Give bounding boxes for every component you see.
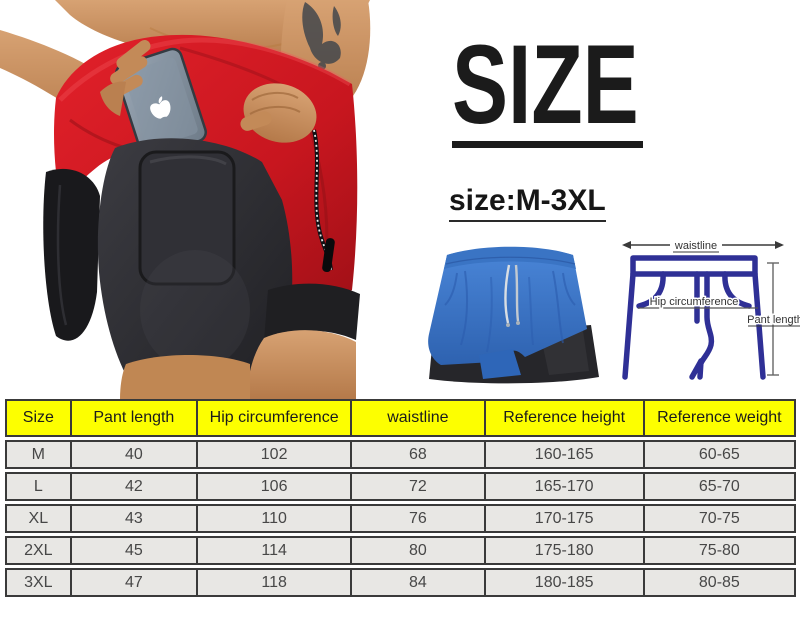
hip-circumference-label: Hip circumference: [650, 296, 739, 308]
left-leg: [120, 355, 250, 399]
table-cell: 2XL: [24, 541, 53, 559]
table-cell: 75-80: [642, 538, 794, 563]
table-cell: 84: [350, 570, 483, 595]
header-cell-ref-weight: Reference weight: [642, 401, 794, 435]
black-hanging-fabric: [43, 168, 100, 341]
waistline-label: waistline: [674, 240, 717, 252]
black-liner-shorts: [97, 138, 293, 399]
header-cell-ref-height: Reference height: [483, 401, 643, 435]
table-cell: 114: [196, 538, 350, 563]
table-row: 2XL 45 114 80 175-180 75-80: [5, 536, 796, 565]
shorts-outline: [622, 255, 766, 380]
right-leg: [246, 283, 360, 399]
title-underline: [452, 141, 643, 148]
size-range-subtitle: size:M-3XL: [449, 186, 606, 222]
table-cell: 47: [69, 570, 196, 595]
table-header-row: Size Pant length Hip circumference waist…: [5, 399, 796, 437]
table-cell: L: [33, 477, 43, 495]
table-cell: 3XL: [24, 573, 53, 591]
pant-length-line: [767, 262, 779, 376]
page-title: SIZE: [452, 22, 639, 147]
table-row: XL 43 110 76 170-175 70-75: [5, 504, 796, 533]
header-cell-pant-length: Pant length: [69, 401, 196, 435]
table-cell: M: [31, 445, 45, 463]
table-row: 3XL 47 118 84 180-185 80-85: [5, 568, 796, 597]
table-cell: 102: [196, 442, 350, 467]
model-photo: [0, 0, 430, 399]
header-cell-hip: Hip circumference: [196, 401, 350, 435]
table-cell: 43: [69, 506, 196, 531]
table-cell: 40: [69, 442, 196, 467]
table-cell: 175-180: [483, 538, 643, 563]
table-cell: 106: [196, 474, 350, 499]
drawstring: [504, 264, 520, 327]
table-cell: 65-70: [642, 474, 794, 499]
liner-pocket: [138, 150, 236, 286]
size-table: Size Pant length Hip circumference waist…: [5, 399, 796, 600]
tattoo: [302, 2, 341, 70]
table-cell: 110: [196, 506, 350, 531]
table-cell: 72: [350, 474, 483, 499]
apple-logo-icon: [150, 96, 171, 119]
table-cell: 80-85: [642, 570, 794, 595]
right-hand: [240, 83, 317, 143]
table-cell: 42: [69, 474, 196, 499]
blue-shorts-body: [428, 246, 587, 379]
table-cell: 60-65: [642, 442, 794, 467]
table-cell: 45: [69, 538, 196, 563]
waistline-arrow: [622, 241, 784, 249]
table-cell: 170-175: [483, 506, 643, 531]
header-cell-size: Size: [22, 409, 54, 426]
table-cell: 160-165: [483, 442, 643, 467]
table-cell: 70-75: [642, 506, 794, 531]
blue-shorts-product-photo: [428, 246, 599, 384]
table-cell: 118: [196, 570, 350, 595]
table-row: L 42 106 72 165-170 65-70: [5, 472, 796, 501]
table-cell: 180-185: [483, 570, 643, 595]
measurement-diagram: waistline Hip circumference Pant length: [622, 239, 800, 380]
table-cell: 68: [350, 442, 483, 467]
header-cell-waistline: waistline: [350, 401, 483, 435]
table-row: M 40 102 68 160-165 60-65: [5, 440, 796, 469]
table-cell: 165-170: [483, 474, 643, 499]
table-cell: XL: [28, 509, 49, 527]
pant-length-label: Pant length: [747, 314, 800, 326]
table-cell: 76: [350, 506, 483, 531]
drawstring-cord: [312, 129, 335, 273]
left-hand: [100, 39, 151, 116]
table-cell: 80: [350, 538, 483, 563]
